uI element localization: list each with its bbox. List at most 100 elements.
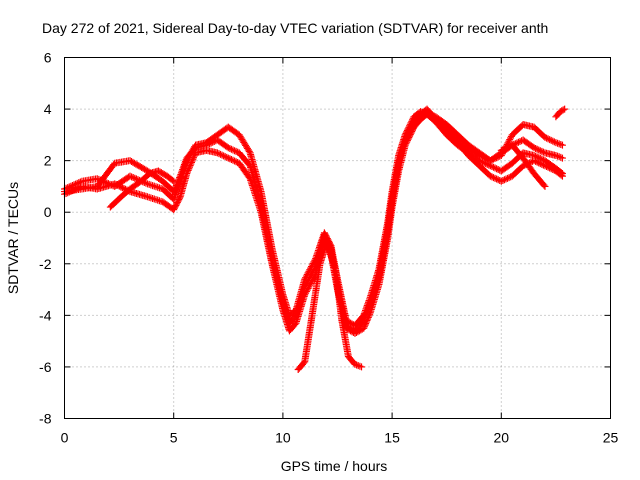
x-tick-label: 20 bbox=[494, 430, 510, 446]
data-point bbox=[206, 140, 214, 148]
data-point bbox=[302, 281, 310, 289]
data-point bbox=[172, 183, 180, 191]
data-point bbox=[541, 162, 549, 170]
data-point bbox=[539, 148, 547, 156]
data-point bbox=[245, 147, 253, 155]
data-point bbox=[547, 165, 555, 173]
data-point bbox=[76, 178, 84, 186]
data-point bbox=[504, 174, 512, 182]
data-point bbox=[491, 154, 499, 162]
data-point bbox=[557, 153, 565, 161]
data-point bbox=[231, 147, 239, 155]
data-point bbox=[224, 154, 232, 162]
data-point bbox=[364, 306, 372, 314]
data-point bbox=[226, 144, 234, 152]
data-point bbox=[360, 323, 368, 331]
data-point bbox=[300, 359, 308, 367]
data-points bbox=[61, 105, 569, 374]
data-point bbox=[291, 320, 299, 328]
data-point bbox=[505, 174, 513, 182]
data-point bbox=[427, 111, 435, 119]
data-point bbox=[486, 172, 494, 180]
data-point bbox=[307, 272, 315, 280]
data-point bbox=[72, 180, 80, 188]
data-point bbox=[361, 313, 369, 321]
data-point bbox=[507, 134, 515, 142]
data-point bbox=[128, 173, 136, 181]
data-point bbox=[402, 135, 410, 143]
data-point bbox=[406, 125, 414, 133]
x-tick-label: 5 bbox=[170, 430, 178, 446]
data-point bbox=[502, 175, 510, 183]
data-point bbox=[202, 141, 210, 149]
data-point bbox=[540, 181, 548, 189]
data-point bbox=[535, 159, 543, 167]
data-point bbox=[93, 175, 101, 183]
data-point bbox=[422, 108, 430, 116]
data-point bbox=[533, 145, 541, 153]
data-point bbox=[494, 153, 502, 161]
data-point bbox=[103, 179, 111, 187]
data-point bbox=[538, 147, 546, 155]
data-point bbox=[493, 165, 501, 173]
data-point bbox=[530, 157, 538, 165]
data-point bbox=[129, 174, 137, 182]
series-satellite-track-7 bbox=[497, 141, 549, 190]
data-point bbox=[502, 144, 510, 152]
data-point bbox=[217, 150, 224, 158]
data-point bbox=[68, 181, 76, 189]
data-point bbox=[120, 184, 128, 192]
plot-frame bbox=[64, 57, 611, 419]
y-tick-label: -2 bbox=[39, 256, 52, 272]
chart-title: Day 272 of 2021, Sidereal Day-to-day VTE… bbox=[42, 20, 548, 36]
data-point bbox=[353, 361, 361, 369]
data-point bbox=[544, 135, 552, 143]
data-point bbox=[500, 176, 508, 184]
axis-ticks: 0 5 10 15 20 25 -8 -6 -4 -2 0 2 4 6 bbox=[39, 50, 618, 446]
data-point bbox=[308, 269, 316, 277]
data-point bbox=[530, 144, 538, 152]
data-point bbox=[227, 156, 235, 164]
data-point bbox=[559, 106, 567, 114]
data-point bbox=[544, 163, 552, 171]
data-point bbox=[504, 143, 512, 151]
data-point bbox=[532, 144, 540, 152]
data-point bbox=[106, 180, 114, 188]
data-point bbox=[543, 134, 551, 142]
y-tick-label: 4 bbox=[44, 101, 52, 117]
data-point bbox=[360, 315, 368, 323]
data-point bbox=[490, 155, 497, 163]
data-point bbox=[552, 139, 560, 147]
data-point bbox=[307, 270, 315, 278]
data-point bbox=[546, 164, 554, 172]
data-point bbox=[514, 138, 522, 146]
data-point bbox=[493, 175, 501, 183]
data-point bbox=[555, 140, 563, 148]
data-point bbox=[426, 110, 434, 118]
data-point bbox=[75, 179, 83, 187]
data-point bbox=[67, 182, 75, 190]
data-point bbox=[500, 145, 508, 153]
data-point bbox=[232, 158, 240, 166]
data-point bbox=[209, 138, 217, 146]
data-point bbox=[226, 155, 234, 163]
data-point bbox=[491, 174, 499, 182]
data-point bbox=[168, 176, 176, 184]
data-point bbox=[131, 174, 139, 182]
data-point bbox=[304, 277, 312, 285]
data-point bbox=[557, 141, 565, 149]
data-point bbox=[421, 108, 429, 116]
data-point bbox=[358, 363, 366, 371]
y-tick-label: -4 bbox=[39, 307, 52, 323]
data-point bbox=[360, 324, 368, 332]
data-point bbox=[204, 140, 212, 148]
data-point bbox=[552, 151, 560, 159]
data-point bbox=[175, 175, 183, 183]
data-point bbox=[365, 304, 373, 312]
y-axis-label: SDTVAR / TECUs bbox=[5, 182, 21, 294]
data-point bbox=[70, 181, 78, 189]
data-point bbox=[558, 141, 566, 149]
data-point bbox=[170, 186, 178, 194]
y-tick-label: 6 bbox=[44, 50, 52, 66]
data-point bbox=[227, 145, 235, 153]
